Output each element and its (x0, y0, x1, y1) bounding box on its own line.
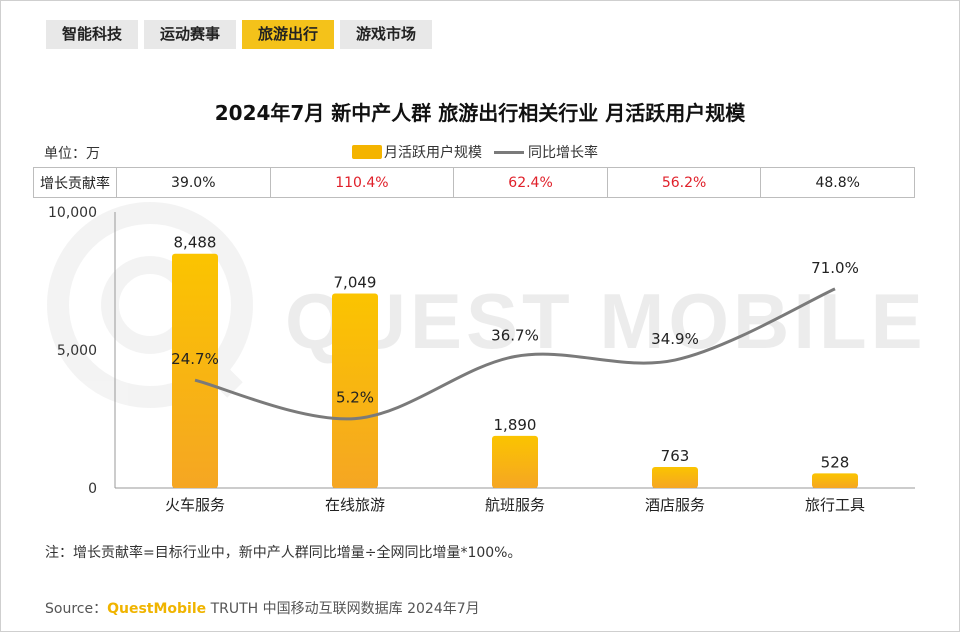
chart-legend: 月活跃用户规模 同比增长率 (352, 142, 598, 162)
legend-line-label: 同比增长率 (528, 145, 598, 161)
contribution-row: 增长贡献率 39.0% 110.4% 62.4% 56.2% 48.8% (33, 167, 915, 198)
contribution-value: 110.4% (269, 167, 455, 198)
tab-sports-events[interactable]: 运动赛事 (144, 20, 237, 49)
bar (652, 466, 698, 488)
category-label: 航班服务 (485, 496, 545, 514)
bar (332, 293, 378, 488)
watermark-text: QUEST MOBILE (285, 277, 927, 365)
contribution-value: 39.0% (116, 167, 271, 198)
industry-tabs: 智能科技 运动赛事 旅游出行 游戏市场 (46, 20, 433, 49)
legend-bar-swatch (352, 145, 382, 159)
source-prefix: Source： (45, 601, 108, 617)
contribution-table: 增长贡献率 39.0% 110.4% 62.4% 56.2% 48.8% (33, 167, 915, 198)
legend-line-swatch (494, 150, 524, 154)
line-value-label: 71.0% (811, 259, 859, 277)
bar-value-label: 7,049 (334, 273, 377, 291)
line-value-label: 5.2% (336, 389, 374, 407)
legend-bar-label: 月活跃用户规模 (384, 145, 482, 161)
tab-game-market[interactable]: 游戏市场 (340, 20, 433, 49)
contribution-header: 增长贡献率 (33, 167, 117, 198)
category-label: 在线旅游 (325, 496, 385, 514)
bar-value-label: 8,488 (174, 234, 217, 252)
bar-value-label: 528 (821, 453, 850, 471)
footnote: 注：增长贡献率=目标行业中，新中产人群同比增量÷全网同比增量*100%。 (45, 545, 522, 561)
bar (492, 435, 538, 488)
source-line: Source：QuestMobile TRUTH 中国移动互联网数据库 2024… (45, 598, 480, 618)
contribution-value: 62.4% (453, 167, 608, 198)
chart-title: 2024年7月 新中产人群 旅游出行相关行业 月活跃用户规模 (214, 101, 746, 125)
source-suffix: TRUTH 中国移动互联网数据库 2024年7月 (206, 601, 480, 617)
bar-value-label: 763 (661, 447, 690, 465)
tab-travel[interactable]: 旅游出行 (242, 20, 335, 49)
bar (812, 473, 858, 488)
y-tick-label: 0 (88, 481, 97, 497)
bar-value-label: 1,890 (494, 416, 537, 434)
line-value-label: 36.7% (491, 327, 539, 345)
tab-smart-tech[interactable]: 智能科技 (46, 20, 139, 49)
unit-label: 单位：万 (44, 146, 100, 162)
line-value-label: 24.7% (171, 350, 219, 368)
brand-name: QuestMobile (107, 601, 207, 617)
y-tick-label: 10,000 (48, 205, 97, 221)
category-label: 火车服务 (165, 496, 225, 514)
growth-rate-line (194, 287, 836, 421)
contribution-value: 48.8% (760, 167, 915, 198)
contribution-value: 56.2% (606, 167, 762, 198)
category-label: 旅行工具 (805, 496, 865, 514)
line-value-label: 34.9% (651, 330, 699, 348)
y-tick-label: 5,000 (57, 343, 97, 359)
category-label: 酒店服务 (645, 496, 705, 514)
bar (172, 253, 218, 488)
